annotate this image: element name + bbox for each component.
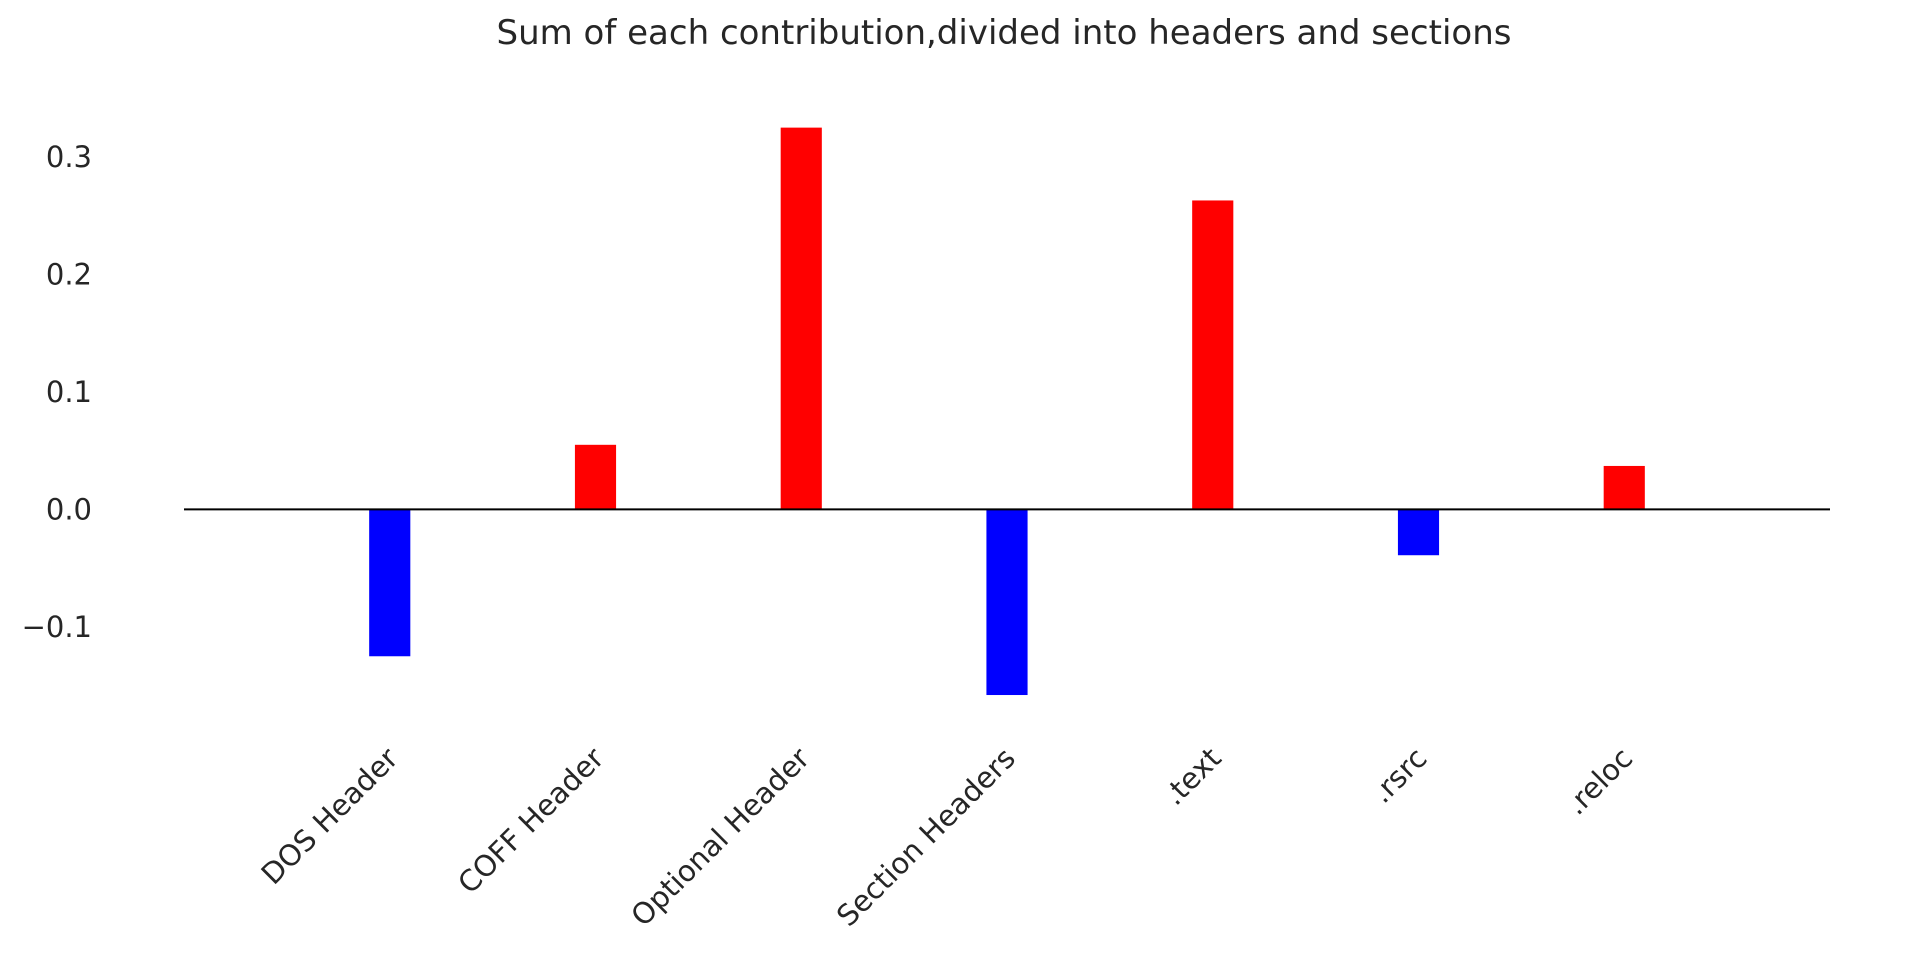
bar-rsrc: [1397, 509, 1440, 556]
y-axis: −0.1 0.0 0.1 0.2 0.3: [22, 140, 92, 644]
y-tick-label: 0.2: [46, 257, 92, 291]
x-tick-label: .rsrc: [1365, 741, 1434, 810]
x-tick-label: Section Headers: [830, 741, 1022, 933]
bar-dos-header: [369, 509, 411, 657]
y-tick-label: −0.1: [22, 610, 92, 644]
x-tick-label: COFF Header: [451, 741, 610, 900]
y-tick-label: 0.1: [46, 375, 92, 409]
x-tick-label: Optional Header: [624, 741, 816, 933]
bar-coff-header: [574, 444, 617, 510]
x-tick-label: .text: [1157, 741, 1228, 812]
y-tick-label: 0.0: [46, 492, 92, 526]
chart-title: Sum of each contribution,divided into he…: [497, 13, 1512, 53]
x-tick-label: .reloc: [1559, 741, 1640, 822]
bars-group: [369, 127, 1645, 696]
bar-text: [1192, 200, 1234, 510]
bar-optional-header: [780, 127, 822, 510]
x-tick-label: DOS Header: [255, 741, 405, 891]
x-axis: DOS Header COFF Header Optional Header Sect…: [255, 741, 1640, 933]
y-tick-label: 0.3: [46, 140, 92, 174]
bar-section-headers: [986, 509, 1028, 696]
bar-reloc: [1603, 465, 1645, 510]
